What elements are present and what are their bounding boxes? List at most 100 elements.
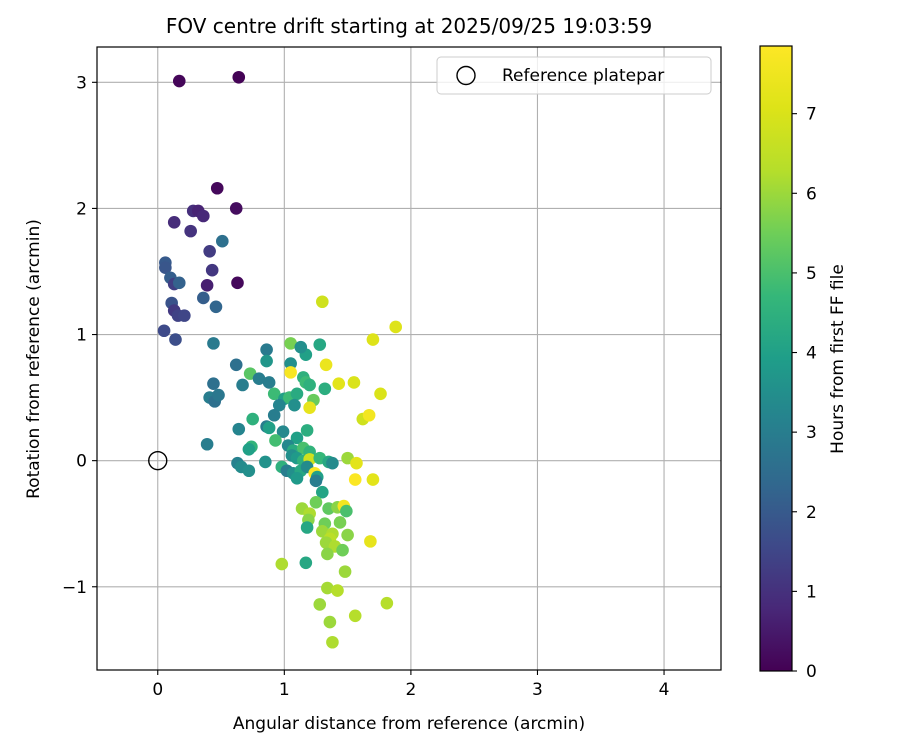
data-point	[269, 434, 282, 447]
data-point	[236, 378, 249, 392]
data-point	[326, 456, 339, 470]
data-point	[288, 398, 301, 412]
data-point	[207, 377, 220, 391]
data-point	[309, 495, 323, 509]
data-point	[169, 333, 182, 346]
data-point	[333, 516, 347, 529]
x-axis-label: Angular distance from reference (arcmin)	[233, 714, 585, 734]
y-tick-label: 2	[76, 199, 87, 219]
data-point	[203, 245, 216, 258]
data-point	[232, 70, 246, 84]
data-point	[242, 443, 256, 456]
data-point	[205, 263, 219, 277]
data-point	[303, 378, 316, 392]
data-point	[300, 521, 314, 534]
data-point	[259, 455, 272, 469]
data-point	[197, 291, 210, 305]
data-point	[294, 340, 308, 354]
data-point	[366, 333, 380, 346]
data-point	[303, 401, 316, 414]
x-tick-label: 4	[659, 680, 670, 700]
colorbar-tick-label: 6	[806, 184, 817, 204]
data-point	[178, 309, 191, 322]
data-point	[231, 276, 244, 290]
data-point	[184, 224, 197, 238]
data-point	[284, 357, 297, 370]
data-point	[313, 598, 327, 611]
data-point	[366, 473, 380, 486]
data-point	[207, 337, 220, 350]
data-point	[336, 543, 349, 557]
data-point	[229, 202, 243, 215]
data-point	[284, 366, 297, 379]
legend-marker-icon	[456, 65, 476, 86]
data-point	[200, 437, 214, 451]
data-point	[159, 261, 172, 274]
data-point	[232, 422, 246, 436]
data-point	[338, 565, 352, 578]
data-point	[315, 295, 329, 309]
data-point	[318, 382, 332, 396]
scatter-points	[157, 70, 403, 649]
data-point	[262, 376, 276, 389]
data-point	[309, 474, 323, 488]
data-point	[290, 431, 304, 445]
data-point	[209, 300, 223, 314]
chart-title: FOV centre drift starting at 2025/09/25 …	[166, 14, 652, 38]
colorbar-tick-label: 4	[806, 344, 817, 364]
data-point	[260, 354, 273, 368]
data-point	[315, 485, 329, 499]
x-tick-label: 0	[152, 680, 163, 700]
data-point	[210, 181, 224, 195]
data-point	[157, 324, 171, 338]
data-point	[348, 473, 362, 486]
data-point	[200, 279, 214, 292]
y-axis-label: Rotation from reference (arcmin)	[24, 219, 44, 499]
y-tick-label: −1	[62, 578, 87, 598]
legend: Reference platepar	[436, 56, 712, 95]
data-point	[167, 215, 181, 229]
colorbar-gradient	[759, 45, 793, 672]
legend-entry-label: Reference platepar	[502, 66, 664, 86]
colorbar-label: Hours from first FF file	[828, 264, 848, 454]
data-point	[299, 556, 313, 570]
data-point	[267, 408, 281, 422]
data-point	[374, 387, 387, 401]
data-point	[300, 424, 314, 437]
data-point	[212, 388, 225, 402]
data-point	[267, 387, 281, 401]
data-point	[172, 74, 186, 88]
colorbar-tick-label: 1	[806, 582, 817, 602]
data-point	[246, 412, 259, 426]
data-point	[362, 408, 376, 422]
reference-platepar-marker	[148, 450, 168, 471]
data-point	[260, 343, 273, 356]
colorbar: 0 1 2 3 4 5 6 7 Hours from first FF file	[759, 45, 848, 682]
data-point	[275, 557, 289, 571]
data-point	[229, 358, 243, 372]
data-point	[276, 425, 290, 438]
data-point	[380, 596, 394, 610]
y-tick-label: 1	[76, 326, 87, 346]
legend-frame	[436, 56, 712, 95]
data-point	[341, 528, 354, 542]
data-point	[272, 398, 286, 412]
data-point	[348, 609, 362, 623]
data-point	[350, 456, 363, 470]
x-tick-label: 3	[532, 680, 543, 700]
data-point	[252, 372, 266, 385]
colorbar-tick-label: 0	[806, 662, 817, 682]
colorbar-tick-label: 2	[806, 503, 817, 523]
y-tick-label: 3	[76, 73, 87, 93]
data-point	[364, 535, 377, 548]
data-point	[197, 209, 210, 223]
data-point	[321, 547, 334, 561]
data-point	[172, 276, 186, 290]
axis-ticks: 0 1 2 3 4 −1 0 1 2 3	[62, 73, 670, 700]
data-point	[313, 338, 327, 351]
colorbar-tick-label: 5	[806, 264, 817, 284]
data-point	[332, 377, 346, 391]
x-tick-label: 2	[405, 680, 416, 700]
y-tick-label: 0	[76, 452, 87, 472]
